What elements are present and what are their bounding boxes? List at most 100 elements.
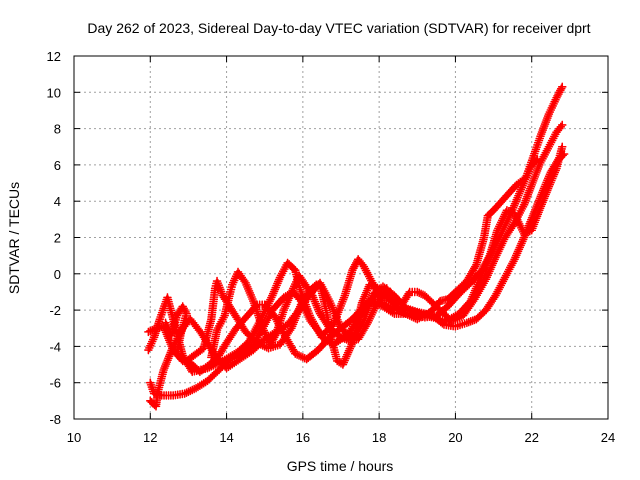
data-point-trail: [407, 312, 420, 323]
y-tick-label: -4: [49, 339, 61, 354]
data-point-trail: [553, 122, 566, 135]
data-point-trail: [213, 313, 228, 333]
data-point-trail: [504, 206, 517, 218]
data-point-trail: [206, 352, 222, 368]
series-track-6: [207, 267, 392, 362]
data-point-trail: [207, 327, 221, 360]
x-axis-label: GPS time / hours: [287, 458, 394, 474]
data-point-trail: [182, 384, 199, 397]
data-point-trail: [268, 275, 284, 298]
data-point-trail: [445, 289, 459, 303]
data-point: [557, 142, 567, 152]
data-point-trail: [407, 287, 420, 297]
data-point-trail: [326, 325, 344, 341]
data-point-trail: [482, 255, 499, 282]
x-tick-label: 20: [448, 430, 462, 445]
data-point-trail: [354, 320, 371, 342]
data-point: [382, 284, 392, 293]
data-point-trail: [220, 289, 235, 318]
data-point-trail: [197, 361, 212, 375]
data-point-trail: [452, 278, 470, 295]
data-point-trail: [267, 331, 280, 348]
y-tick-label: 10: [47, 85, 61, 100]
data-point: [557, 120, 567, 130]
data-point-trail: [494, 207, 511, 233]
y-tick-label: -8: [49, 412, 61, 427]
y-tick-label: 4: [54, 194, 61, 209]
data-point-trail: [223, 325, 240, 346]
data-point-trail: [334, 357, 346, 368]
data-point-trail: [398, 289, 413, 308]
y-tick-label: 12: [47, 49, 61, 64]
data-point-trail: [272, 307, 288, 336]
y-tick-label: -2: [49, 303, 61, 318]
data-point-trail: [501, 256, 518, 280]
y-axis-label: SDTVAR / TECUs: [6, 182, 22, 294]
data-point-trail: [355, 256, 367, 270]
data-point-trail: [187, 316, 205, 337]
data-point-trail: [299, 278, 316, 299]
data-point-trail: [528, 156, 541, 168]
data-point-trail: [308, 293, 324, 317]
data-point-trail: [242, 329, 260, 346]
data-point-trail: [427, 298, 444, 315]
x-tick-label: 16: [296, 430, 310, 445]
y-tick-label: 2: [54, 231, 61, 246]
data-point-trail: [287, 302, 305, 331]
data-point-trail: [473, 307, 489, 322]
data-point-trail: [234, 269, 249, 286]
data-point-trail: [284, 260, 299, 274]
data-point-trail: [183, 345, 207, 364]
data-point-trail: [145, 335, 158, 353]
data-point-trail: [255, 300, 267, 309]
data-point-trail: [456, 298, 474, 317]
data-point-trail: [338, 316, 356, 332]
data-point-trail: [226, 282, 236, 294]
data-point-trail: [215, 340, 230, 358]
data-point-trail: [276, 325, 295, 348]
data-point-trail: [414, 308, 434, 323]
data-point-trail: [341, 267, 357, 298]
y-tick-label: 6: [54, 158, 61, 173]
data-point-trail: [414, 288, 428, 299]
data-point-trail: [511, 211, 528, 237]
x-tick-label: 22: [524, 430, 538, 445]
data-point-trail: [360, 264, 377, 287]
data-point-trail: [429, 312, 447, 328]
data-point-trail: [364, 300, 381, 326]
data-point-trail: [296, 273, 306, 284]
data-point-trail: [514, 174, 529, 188]
chart-title: Day 262 of 2023, Sidereal Day-to-day VTE…: [87, 20, 590, 36]
x-tick-label: 18: [372, 430, 386, 445]
data-point-trail: [545, 95, 560, 117]
data-point-trail: [326, 298, 345, 331]
data-point-trail: [444, 291, 463, 310]
data-point-trail: [482, 293, 499, 313]
data-point-trail: [269, 294, 287, 313]
data-point-trail: [348, 335, 361, 345]
x-tick-label: 12: [143, 430, 157, 445]
x-tick-label: 24: [601, 430, 615, 445]
data-point-trail: [497, 211, 515, 237]
x-tick-label: 14: [219, 430, 233, 445]
data-point-trail: [511, 235, 528, 262]
data-point-trail: [316, 311, 333, 331]
data-point-trail: [437, 295, 451, 305]
data-point-trail: [213, 278, 227, 298]
data-point-trail: [199, 316, 216, 351]
data-point-trail: [472, 235, 488, 267]
data-point-trail: [235, 338, 253, 355]
data-point-trail: [463, 262, 480, 284]
data-point-trail: [492, 235, 509, 260]
data-point-trail: [536, 144, 553, 168]
data-point-trail: [207, 286, 220, 322]
y-tick-label: 0: [54, 267, 61, 282]
data-point-trail: [374, 285, 390, 306]
series-track-5: [161, 155, 542, 369]
data-point-trail: [339, 340, 356, 367]
data-point-trail: [447, 310, 462, 323]
data-point-trail: [316, 282, 330, 311]
data-point-trail: [553, 84, 566, 101]
